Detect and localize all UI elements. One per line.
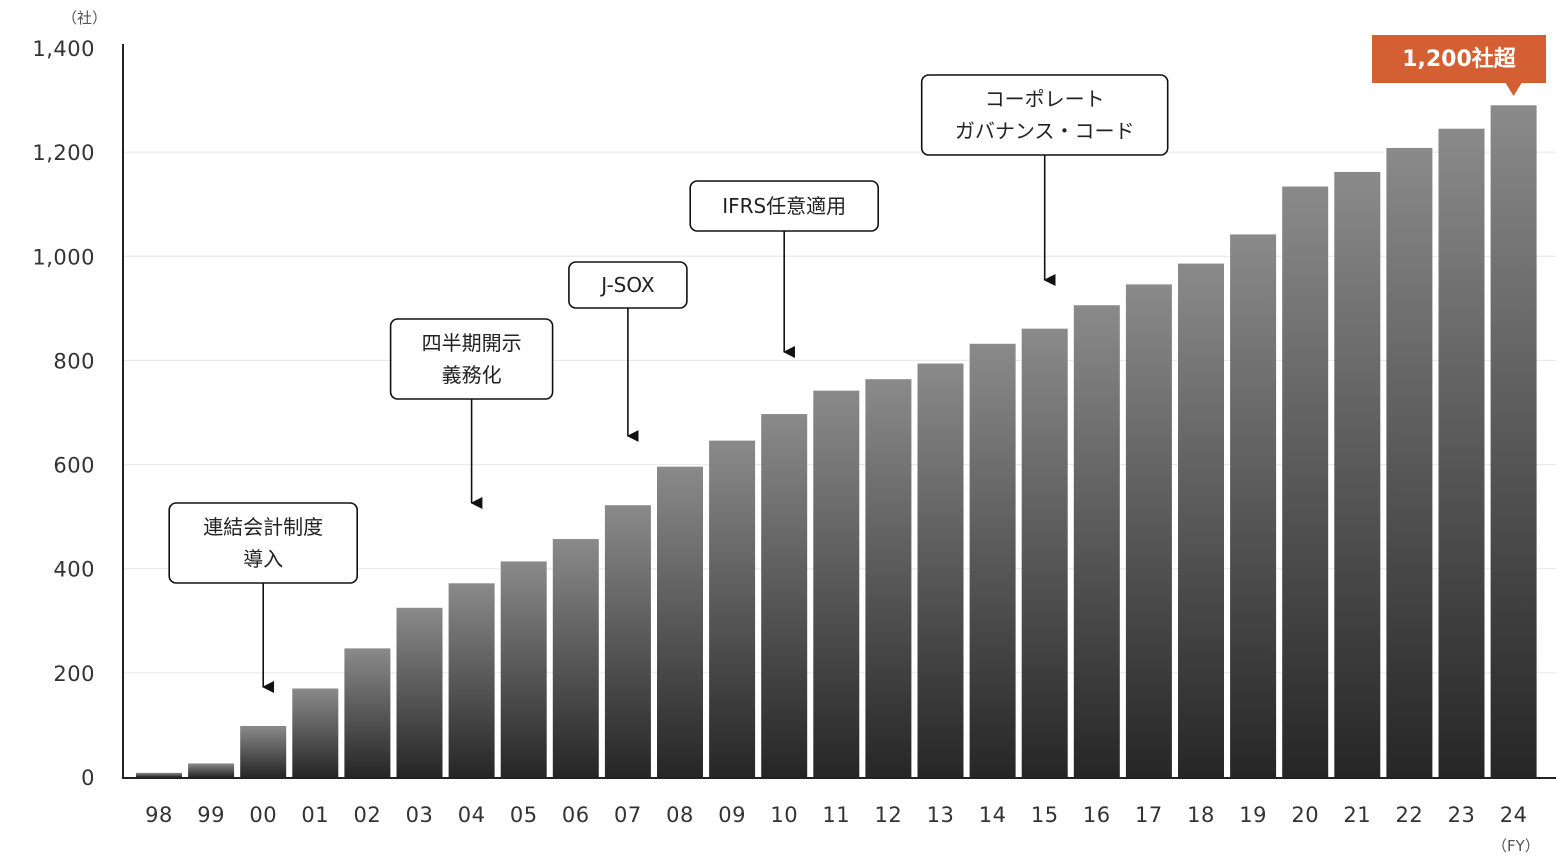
annotation-text: ガバナンス・コード (955, 119, 1135, 143)
x-tick-label: 21 (1343, 803, 1371, 827)
x-tick-label: 02 (354, 803, 382, 827)
annotation-07: J-SOX (568, 261, 688, 442)
highlight-callout: 1,200社超 (1372, 35, 1546, 96)
bar-00 (240, 725, 287, 777)
bar-21 (1334, 171, 1381, 777)
annotation-text: 導入 (243, 547, 283, 571)
annotations: 連結会計制度導入四半期開示義務化J-SOXIFRS任意適用コーポレートガバナンス… (168, 35, 1546, 693)
highlight-label: 1,200社超 (1402, 46, 1517, 72)
x-tick-label: 04 (458, 803, 486, 827)
x-tick-label: 23 (1448, 803, 1476, 827)
highlight-pointer (1505, 83, 1522, 96)
x-tick-label: 10 (770, 803, 798, 827)
x-tick-label: 01 (301, 803, 329, 827)
annotation-text: 連結会計制度 (203, 515, 323, 539)
y-tick-label: 800 (53, 349, 95, 373)
bars (136, 105, 1537, 778)
bar-08 (657, 466, 703, 777)
y-tick-label: 1,200 (32, 141, 95, 165)
bar-09 (709, 440, 756, 777)
x-tick-label: 99 (197, 803, 225, 827)
x-tick-label: 98 (145, 803, 173, 827)
x-tick-label: 00 (249, 803, 277, 827)
bar-05 (500, 561, 547, 777)
bar-01 (292, 688, 339, 777)
x-unit-label: （FY） (1492, 837, 1540, 855)
x-tick-label: 19 (1239, 803, 1267, 827)
x-tick-label: 08 (666, 803, 694, 827)
x-tick-label: 05 (510, 803, 538, 827)
x-tick-label: 17 (1135, 803, 1163, 827)
x-tick-label: 06 (562, 803, 590, 827)
bar-22 (1386, 147, 1433, 777)
y-tick-label: 400 (53, 558, 95, 582)
x-tick-label: 07 (614, 803, 642, 827)
y-unit-label: （社） (62, 9, 107, 27)
bar-20 (1282, 186, 1329, 777)
x-tick-label: 20 (1291, 803, 1319, 827)
annotation-text: 四半期開示 (422, 331, 522, 355)
annotation-text: J-SOX (599, 273, 655, 297)
bar-02 (344, 648, 391, 777)
x-tick-label: 18 (1187, 803, 1215, 827)
bar-18 (1178, 263, 1224, 778)
annotation-text: コーポレート (985, 87, 1105, 111)
y-tick-label: 600 (53, 454, 95, 478)
bar-04 (448, 583, 495, 777)
x-tick-label: 15 (1031, 803, 1059, 827)
bar-07 (604, 505, 651, 777)
y-tick-label: 200 (53, 662, 95, 686)
y-tick-label: 0 (81, 766, 95, 790)
bar-06 (552, 539, 599, 777)
x-tick-label: 12 (875, 803, 903, 827)
x-tick-label: 24 (1500, 803, 1528, 827)
annotation-text: 義務化 (442, 363, 502, 387)
bar-99 (188, 763, 235, 777)
x-tick-label: 13 (927, 803, 955, 827)
bar-98 (136, 772, 182, 777)
annotation-text: IFRS任意適用 (722, 194, 846, 218)
x-tick-label: 11 (822, 803, 850, 827)
annotation-10: IFRS任意適用 (689, 180, 880, 358)
bar-12 (865, 379, 912, 777)
bar-19 (1230, 234, 1277, 777)
y-tick-label: 1,400 (32, 37, 95, 61)
highlight-box (1372, 35, 1546, 83)
bar-11 (813, 390, 860, 777)
bar-10 (761, 414, 808, 777)
axes: 0 200 400 600 800 1,000 1,200 1,400 98 99 00 01 02 03… (32, 37, 1556, 827)
bar-14 (969, 343, 1016, 777)
x-tick-label: 03 (406, 803, 434, 827)
bar-16 (1073, 305, 1120, 777)
bar-24 (1490, 105, 1537, 778)
x-tick-label: 14 (979, 803, 1007, 827)
x-tick-label: 16 (1083, 803, 1111, 827)
bar-23 (1438, 128, 1485, 778)
x-tick-label: 09 (718, 803, 746, 827)
y-tick-label: 1,000 (32, 245, 95, 269)
bar-03 (396, 607, 443, 777)
x-tick-label: 22 (1396, 803, 1424, 827)
bar-17 (1125, 284, 1172, 777)
bar-15 (1021, 328, 1068, 777)
bar-13 (917, 363, 964, 777)
